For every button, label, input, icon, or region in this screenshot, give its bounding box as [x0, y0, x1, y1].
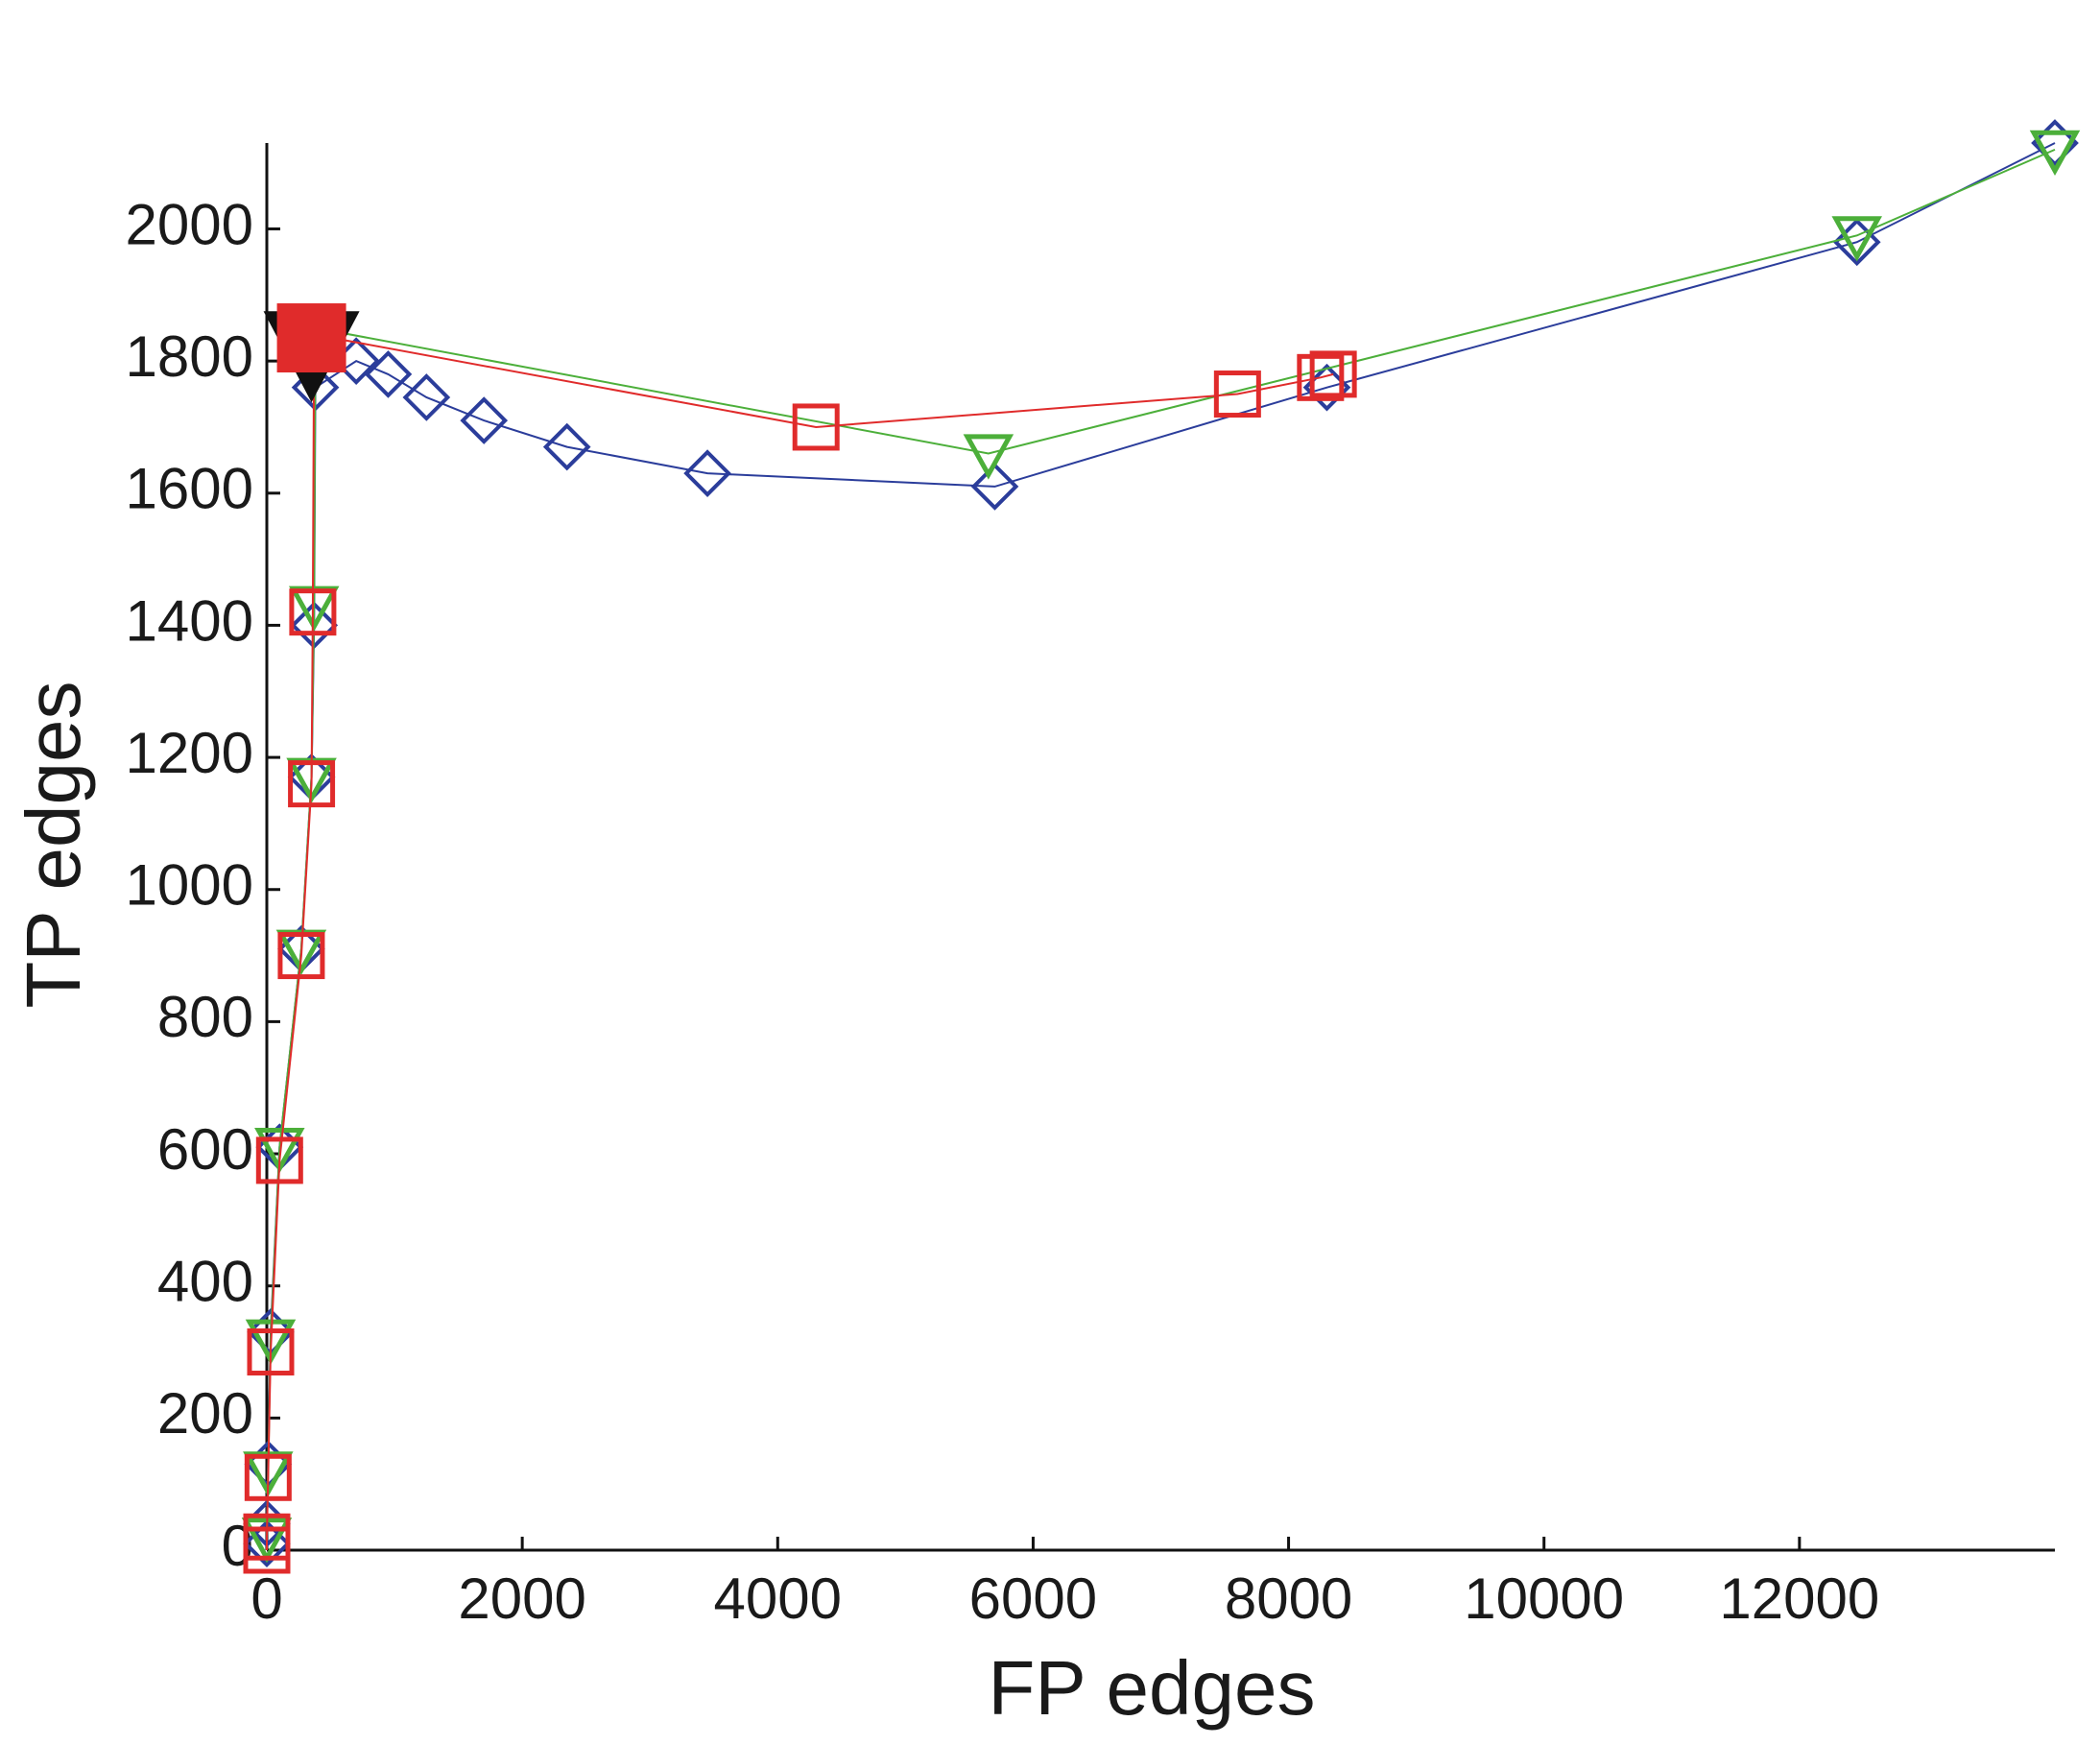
diamond-marker: [542, 422, 591, 471]
x-tick-label: 2000: [458, 1566, 585, 1631]
y-tick-label: 1000: [126, 853, 253, 918]
x-axis-label: FP edges: [989, 1645, 1316, 1731]
triangle-marker: [1831, 216, 1882, 262]
y-tick-label: 400: [157, 1250, 253, 1314]
diamond-marker: [2031, 119, 2079, 167]
square-marker: [1213, 371, 1261, 418]
square-marker: [244, 1453, 292, 1501]
square-marker: [1309, 350, 1357, 398]
square-marker: [277, 932, 325, 980]
square-marker: [243, 1513, 291, 1561]
diamond-marker: [364, 350, 413, 398]
x-tick-label: 10000: [1464, 1566, 1624, 1631]
x-tick-label: 8000: [1225, 1566, 1352, 1631]
x-tick-label: 4000: [714, 1566, 842, 1631]
square-marker: [289, 588, 337, 636]
diamond-marker: [460, 396, 509, 444]
triangle-marker: [254, 1128, 305, 1174]
diamond-marker: [970, 463, 1019, 511]
series-line: [266, 333, 1334, 1550]
y-tick-label: 200: [157, 1381, 253, 1446]
triangle-marker: [2029, 130, 2081, 177]
x-tick-label: 0: [251, 1566, 282, 1631]
y-tick-label: 2000: [126, 192, 253, 256]
triangle-marker: [963, 434, 1014, 480]
y-tick-label: 600: [157, 1117, 253, 1182]
y-tick-label: 1200: [126, 721, 253, 785]
diamond-marker: [683, 449, 731, 497]
x-tick-label: 12000: [1719, 1566, 1879, 1631]
square-marker: [1297, 353, 1345, 401]
square-marker: [247, 1328, 295, 1376]
series-line: [266, 142, 2056, 1544]
y-axis-label: TP edges: [11, 681, 96, 1009]
series-line: [266, 148, 2056, 1538]
square-marker: [792, 403, 840, 451]
x-tick-label: 6000: [969, 1566, 1097, 1631]
y-tick-label: 1600: [126, 457, 253, 521]
y-tick-label: 800: [157, 985, 253, 1049]
y-tick-label: 1400: [126, 588, 253, 653]
square-marker: [255, 1136, 303, 1184]
y-tick-label: 1800: [126, 324, 253, 389]
highlight-square: [276, 303, 346, 373]
square-marker: [288, 760, 336, 808]
diamond-marker: [402, 373, 451, 421]
triangle-marker: [245, 1319, 297, 1365]
